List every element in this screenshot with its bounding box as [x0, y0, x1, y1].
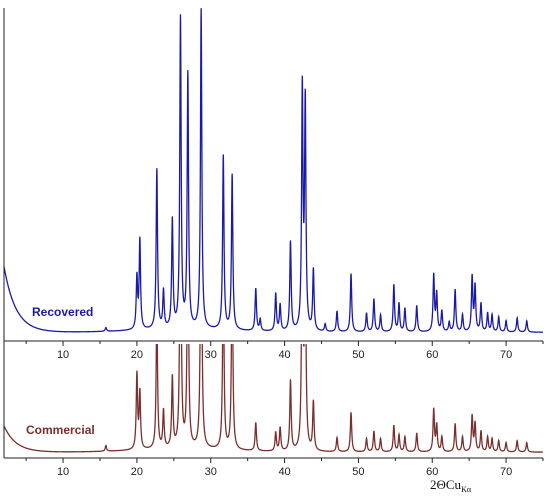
x-tick-label: 10 [57, 466, 69, 478]
plot-panel-commercial [4, 344, 543, 453]
x-tick-label: 70 [500, 466, 512, 478]
x-tick-label: 40 [278, 466, 290, 478]
x-tick-label: 60 [426, 466, 438, 478]
axes-layer: 10 20 30 40 50 60 70 10 20 30 40 50 60 70 [3, 8, 544, 478]
x-axis-title-subscript: Kα [461, 485, 472, 494]
x-tick-label: 60 [426, 349, 438, 361]
x-tick-label: 50 [352, 349, 364, 361]
series-line-recovered [4, 8, 543, 333]
x-tick-label: 70 [500, 349, 512, 361]
x-tick-label: 40 [278, 349, 290, 361]
x-tick-label: 20 [131, 466, 143, 478]
x-tick-label: 20 [131, 349, 143, 361]
series-label-commercial: Commercial [26, 423, 95, 437]
x-tick-label: 30 [205, 349, 217, 361]
series-line-commercial [4, 344, 543, 453]
x-tick-label: 50 [352, 466, 364, 478]
x-tick-label: 10 [57, 349, 69, 361]
x-axis-title-main: 2ΘCu [430, 477, 462, 492]
plot-panel-recovered [4, 8, 543, 333]
x-axis-title: 2ΘCuKα [430, 477, 472, 494]
x-tick-label: 30 [205, 466, 217, 478]
series-label-recovered: Recovered [32, 305, 93, 319]
